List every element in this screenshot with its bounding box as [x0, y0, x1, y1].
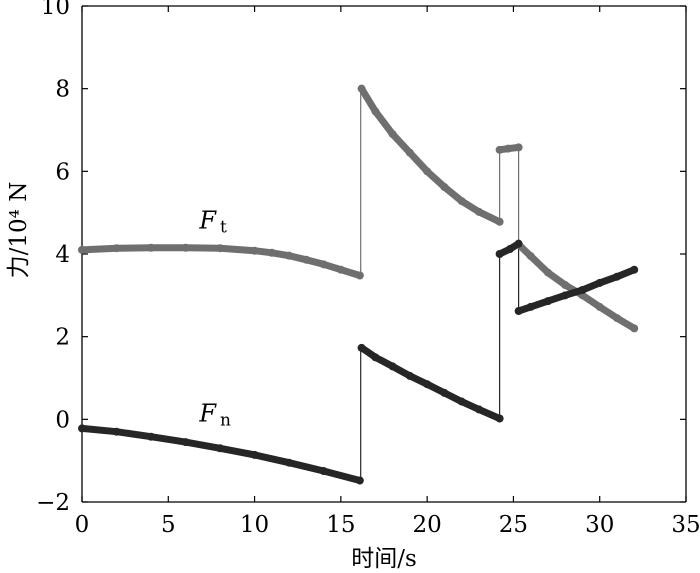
data-point-ft — [285, 251, 294, 260]
data-point-fn — [495, 250, 504, 258]
y-tick-label: 8 — [55, 77, 70, 103]
series-layer — [78, 84, 639, 485]
data-point-fn — [78, 424, 86, 433]
data-point-fn — [561, 291, 570, 300]
data-point-ft — [495, 217, 504, 226]
data-point-ft — [355, 271, 364, 280]
x-tick-label: 35 — [671, 512, 700, 538]
data-point-ft — [181, 243, 190, 252]
data-point-fn — [355, 476, 364, 485]
data-point-ft — [526, 252, 535, 261]
data-point-fn — [388, 362, 397, 371]
data-point-ft — [250, 246, 259, 255]
data-point-fn — [505, 245, 514, 254]
x-tick-label: 20 — [413, 512, 442, 538]
data-point-fn — [423, 380, 432, 389]
y-tick-label: 4 — [55, 242, 70, 268]
data-point-ft — [474, 207, 483, 216]
x-axis-title: 时间/s — [351, 546, 417, 572]
data-point-fn — [112, 427, 121, 436]
data-point-fn — [514, 307, 523, 316]
x-tick-label: 5 — [161, 512, 176, 538]
data-point-fn — [578, 285, 587, 294]
data-point-ft — [371, 107, 380, 116]
data-point-fn — [457, 397, 466, 406]
data-point-fn — [630, 265, 639, 274]
data-point-ft — [595, 302, 604, 311]
data-point-ft — [405, 148, 414, 157]
data-point-fn — [543, 297, 552, 306]
data-point-ft — [514, 143, 523, 152]
data-point-ft — [319, 260, 328, 269]
data-point-fn — [147, 432, 156, 441]
plot-frame — [81, 5, 687, 503]
y-tick-label: 2 — [55, 325, 70, 351]
x-tick-label: 10 — [240, 512, 269, 538]
data-point-ft — [457, 197, 466, 206]
series-label-sub: t — [220, 217, 227, 237]
data-point-fn — [285, 458, 294, 467]
series-line-ft — [358, 85, 504, 226]
data-point-ft — [630, 324, 639, 333]
data-point-fn — [595, 278, 604, 287]
data-point-ft — [388, 130, 397, 139]
jump-lines — [360, 88, 520, 481]
data-point-ft — [543, 268, 552, 277]
data-point-ft — [612, 314, 621, 323]
data-point-fn — [319, 467, 328, 475]
data-point-ft — [78, 245, 86, 254]
series-label-main: F — [198, 399, 217, 427]
data-point-ft — [302, 255, 311, 264]
data-point-ft — [423, 167, 432, 176]
data-point-ft — [216, 244, 225, 253]
data-point-ft — [357, 84, 366, 93]
data-point-ft — [147, 243, 156, 252]
data-point-ft — [112, 244, 121, 253]
data-point-fn — [216, 444, 225, 453]
data-point-fn — [526, 302, 535, 311]
data-point-ft — [267, 248, 276, 257]
data-point-fn — [474, 405, 483, 414]
data-point-ft — [440, 183, 449, 192]
data-point-fn — [440, 388, 449, 397]
series-label-main: F — [198, 206, 217, 234]
series-line-fn — [78, 424, 364, 484]
x-tick-label: 15 — [326, 512, 355, 538]
data-point-ft — [336, 265, 345, 274]
data-point-fn — [495, 414, 504, 423]
data-point-ft — [495, 145, 504, 154]
data-point-fn — [181, 438, 190, 447]
data-point-fn — [514, 239, 523, 248]
data-point-fn — [405, 371, 414, 380]
y-tick-label: −2 — [36, 490, 70, 516]
data-point-fn — [612, 272, 621, 281]
y-tick-label: 0 — [55, 407, 70, 433]
data-point-ft — [561, 281, 570, 289]
x-tick-label: 0 — [75, 512, 90, 538]
data-point-fn — [371, 353, 380, 362]
x-tick-label: 25 — [499, 512, 528, 538]
y-tick-label: 6 — [55, 159, 70, 185]
data-point-ft — [504, 144, 513, 153]
y-axis-title: 力/10⁴ N — [6, 182, 32, 279]
data-point-fn — [250, 450, 259, 459]
series-label-sub: n — [220, 410, 231, 430]
y-tick-label: 10 — [41, 0, 70, 20]
data-point-fn — [357, 343, 366, 352]
x-tick-label: 30 — [585, 512, 614, 538]
